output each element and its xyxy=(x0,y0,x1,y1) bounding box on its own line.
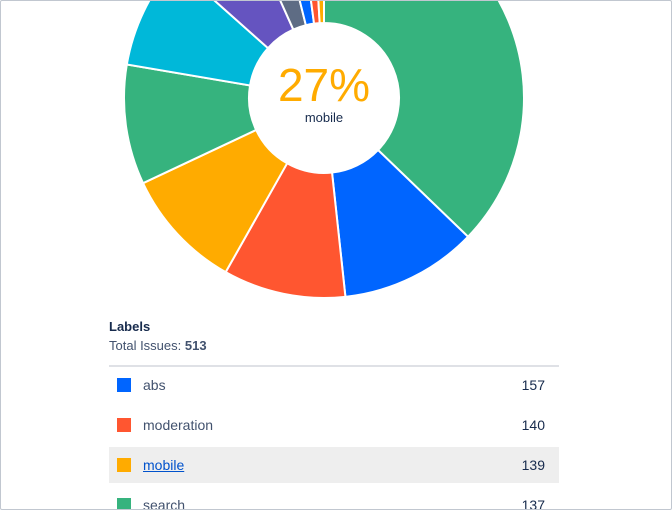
legend-row-abs[interactable]: abs 157 xyxy=(109,367,559,403)
legend-count: 157 xyxy=(521,377,545,393)
legend-swatch xyxy=(117,418,131,432)
donut-chart xyxy=(123,1,525,299)
donut-center-label: mobile xyxy=(304,110,344,125)
legend-title: Labels xyxy=(109,319,151,334)
donut-slice-slice-6[interactable] xyxy=(175,1,295,50)
donut-slice-large[interactable] xyxy=(323,1,525,239)
legend-rows: abs 157 moderation 140 mobile 139 search… xyxy=(109,367,559,510)
donut-hole xyxy=(250,24,398,172)
legend-label: moderation xyxy=(143,417,214,433)
donut-slice-slice-10[interactable] xyxy=(312,1,325,25)
legend-swatch xyxy=(117,378,131,392)
legend-label-link[interactable]: mobile xyxy=(143,457,185,473)
legend-row-moderation[interactable]: moderation 140 xyxy=(109,407,559,443)
legend-label: abs xyxy=(143,377,166,393)
legend-label: search xyxy=(143,497,186,510)
legend-swatch xyxy=(117,498,131,509)
legend-total-label: Total Issues: xyxy=(109,338,182,353)
legend-count: 137 xyxy=(521,497,545,510)
legend-row-mobile[interactable]: mobile 139 xyxy=(109,447,559,483)
legend-row-search[interactable]: search 137 xyxy=(109,487,559,510)
donut-slice-slice-5[interactable] xyxy=(125,1,270,87)
legend-swatch xyxy=(117,458,131,472)
legend-total-value: 513 xyxy=(184,338,207,353)
legend-count: 139 xyxy=(521,457,545,473)
legend-count: 140 xyxy=(521,417,545,433)
legend-total: Total Issues: 513 xyxy=(109,338,559,354)
legend-divider xyxy=(109,365,559,367)
legend: Labels Total Issues: 513 abs 157 moderat… xyxy=(109,319,559,510)
donut-center-value: 27% xyxy=(277,59,371,111)
